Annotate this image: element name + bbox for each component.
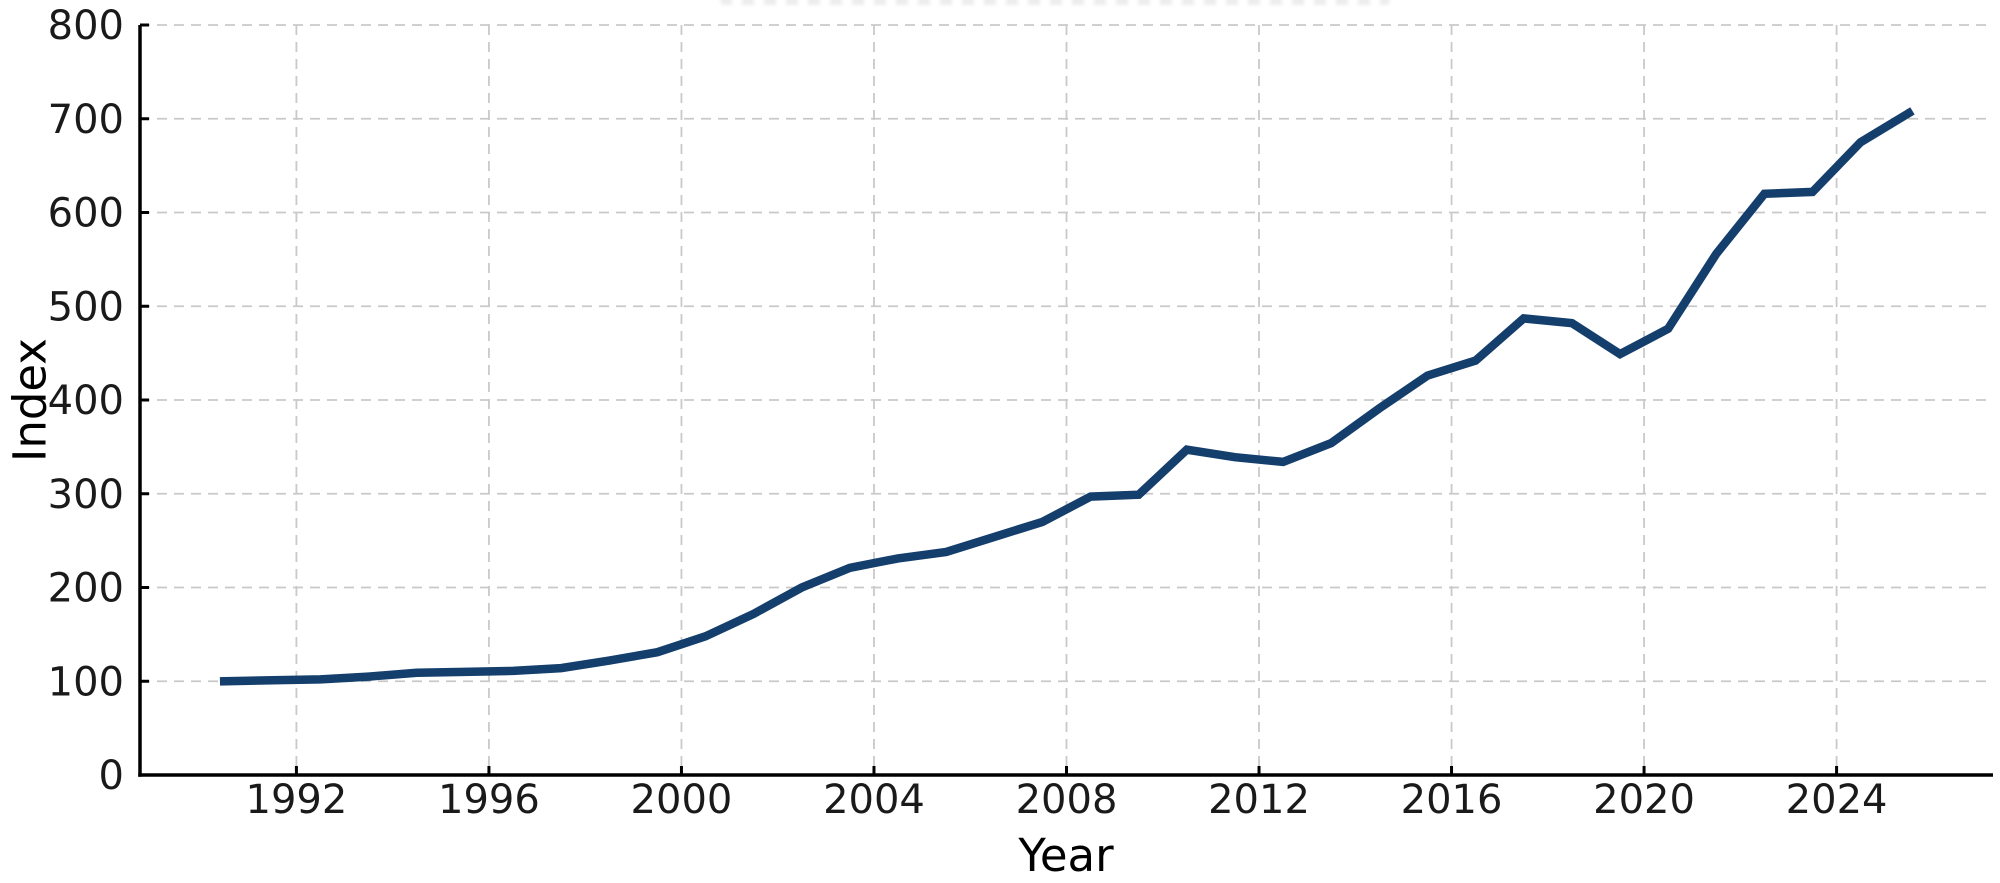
y-tick-label: 200 bbox=[48, 566, 124, 612]
x-tick-label: 2012 bbox=[1208, 777, 1310, 823]
x-tick-label: 2020 bbox=[1593, 777, 1695, 823]
y-tick-label: 0 bbox=[99, 753, 124, 799]
y-tick-label: 800 bbox=[48, 3, 124, 49]
y-tick-label: 600 bbox=[48, 191, 124, 237]
x-tick-label: 1992 bbox=[246, 777, 348, 823]
y-tick-label: 500 bbox=[48, 284, 124, 330]
x-tick-label: 2008 bbox=[1016, 777, 1118, 823]
y-tick-label: 100 bbox=[48, 659, 124, 705]
x-tick-label: 2016 bbox=[1401, 777, 1503, 823]
clipped-title-remnant bbox=[720, 0, 1390, 5]
y-tick-label: 400 bbox=[48, 378, 124, 424]
x-axis-label: Year bbox=[1018, 829, 1114, 882]
y-axis-label: Index bbox=[3, 338, 57, 462]
x-tick-label: 2000 bbox=[631, 777, 733, 823]
x-tick-label: 1996 bbox=[438, 777, 540, 823]
x-tick-label: 2004 bbox=[823, 777, 925, 823]
index-data-line bbox=[219, 107, 1915, 686]
y-tick-label: 700 bbox=[48, 97, 124, 143]
y-tick-label: 300 bbox=[48, 472, 124, 518]
x-tick-label: 2024 bbox=[1786, 777, 1888, 823]
